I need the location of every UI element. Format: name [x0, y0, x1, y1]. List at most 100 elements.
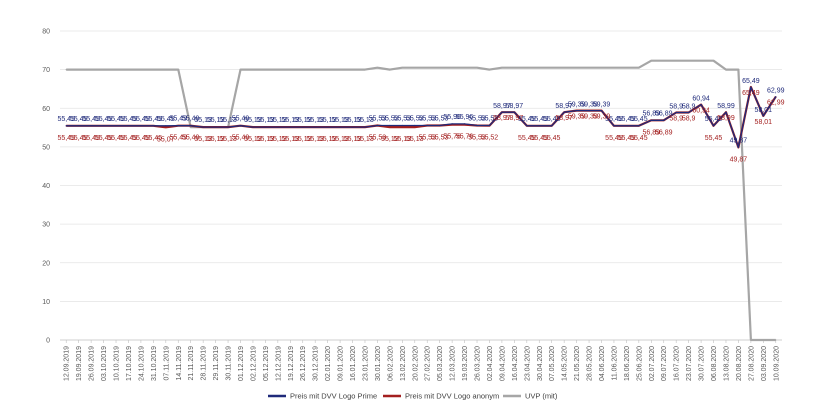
x-tick-label: 02.07.2020 [649, 346, 656, 381]
data-label: 55,13 [244, 136, 262, 143]
data-label: 55,45 [705, 116, 723, 123]
x-tick-label: 27.02.2020 [425, 346, 432, 381]
data-point [239, 69, 242, 71]
x-tick-label: 23.07.2020 [686, 346, 693, 381]
data-label: 55,45 [95, 116, 113, 123]
data-point [737, 69, 740, 71]
x-tick-label: 10.10.2019 [114, 346, 121, 381]
data-point [140, 69, 142, 71]
data-label: 55,13 [306, 117, 324, 124]
data-label: 55,13 [282, 117, 300, 124]
data-label: 55,45 [57, 116, 75, 123]
x-tick-label: 02.01.2020 [325, 346, 332, 381]
data-label: 56,89 [655, 110, 673, 117]
data-point [115, 69, 117, 71]
data-point [463, 67, 466, 69]
data-point [314, 69, 316, 71]
legend-label: Preis mit DVV Logo Prime [290, 392, 377, 401]
data-point [414, 126, 416, 128]
data-point [737, 146, 740, 148]
data-label: 55,49 [232, 135, 250, 142]
data-point [115, 125, 117, 127]
data-point [650, 60, 652, 62]
data-point [401, 126, 403, 128]
data-point [538, 67, 540, 69]
data-label: 55,45 [145, 135, 163, 142]
data-label: 59,39 [593, 114, 611, 121]
data-label: 55,13 [319, 117, 337, 124]
data-label: 55,13 [356, 136, 374, 143]
data-label: 55,96 [443, 114, 461, 121]
x-tick-label: 29.11.2019 [213, 346, 220, 381]
x-tick-label: 18.06.2020 [624, 346, 631, 381]
y-axis-tick-labels: 0 10 20 30 40 50 60 70 80 [42, 29, 50, 345]
x-tick-label: 17.10.2019 [126, 346, 133, 381]
data-point [65, 69, 67, 71]
data-point [688, 60, 690, 62]
x-tick-label: 10.09.2020 [773, 346, 780, 381]
data-label: 55,45 [95, 135, 113, 142]
data-point [638, 67, 640, 69]
data-point [476, 124, 478, 127]
data-point [663, 60, 665, 62]
x-tick-label: 28.05.2020 [587, 346, 594, 381]
data-label: 55,13 [381, 136, 399, 143]
data-point [538, 125, 540, 127]
data-point [401, 124, 403, 127]
data-point [339, 69, 341, 71]
data-point [78, 69, 80, 71]
data-point [526, 125, 528, 127]
data-point [90, 125, 92, 127]
data-label: 55,49 [232, 116, 250, 123]
data-point [277, 126, 279, 128]
data-label: 49,87 [730, 156, 748, 163]
data-point [439, 67, 441, 69]
data-label: 55,13 [319, 136, 337, 143]
data-label: 55,13 [257, 117, 275, 124]
x-tick-label: 19.09.2019 [76, 346, 83, 381]
data-point [302, 69, 304, 71]
x-tick-label: 28.11.2019 [201, 346, 208, 381]
data-point [513, 67, 515, 69]
data-point [451, 123, 453, 125]
data-point [725, 111, 727, 113]
x-tick-label: 26.12.2019 [300, 346, 307, 381]
x-tick-label: 21.11.2019 [188, 346, 195, 381]
x-tick-label: 14.11.2019 [176, 346, 183, 381]
x-tick-label: 20.02.2020 [412, 346, 419, 381]
data-label: 55,13 [219, 136, 237, 143]
y-tick-label: 40 [42, 183, 50, 190]
data-label: 55,13 [356, 117, 374, 124]
data-point [190, 125, 192, 127]
data-label: 55,49 [169, 135, 187, 142]
data-label: 55,53 [394, 116, 412, 123]
data-point [152, 69, 154, 71]
x-tick-label: 30.07.2020 [699, 346, 706, 381]
x-tick-label: 04.06.2020 [599, 346, 606, 381]
data-point [314, 126, 316, 128]
data-point [600, 110, 603, 112]
data-label: 55,13 [331, 136, 349, 143]
data-label: 55,53 [369, 116, 387, 123]
data-label: 55,13 [244, 117, 262, 124]
data-label: 59,39 [568, 114, 586, 121]
x-tick-label: 19.12.2019 [288, 346, 295, 381]
x-tick-label: 02.12.2019 [250, 346, 257, 381]
data-label: 55,13 [269, 117, 287, 124]
data-point [501, 67, 503, 69]
data-point [576, 67, 578, 69]
x-tick-label: 12.03.2020 [450, 346, 457, 381]
data-label: 55,49 [182, 116, 200, 123]
x-tick-label: 06.02.2020 [387, 346, 394, 381]
data-label: 55,53 [369, 135, 387, 142]
x-tick-label: 20.08.2020 [736, 346, 743, 381]
y-tick-label: 80 [42, 29, 50, 36]
data-point [712, 60, 715, 62]
x-tick-label: 26.03.2020 [475, 346, 482, 381]
data-label: 55,13 [406, 136, 424, 143]
data-label: 65,49 [742, 78, 760, 85]
data-label: 56,89 [643, 129, 661, 136]
data-point [576, 110, 578, 112]
series-lines [65, 59, 777, 342]
